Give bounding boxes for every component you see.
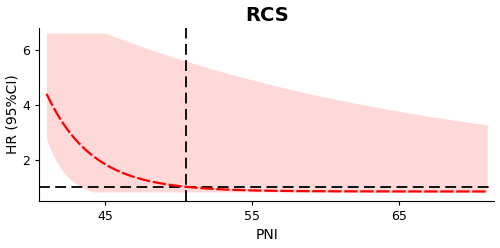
X-axis label: PNI: PNI xyxy=(256,228,278,243)
Y-axis label: HR (95%CI): HR (95%CI) xyxy=(6,74,20,154)
Title: RCS: RCS xyxy=(245,5,288,25)
